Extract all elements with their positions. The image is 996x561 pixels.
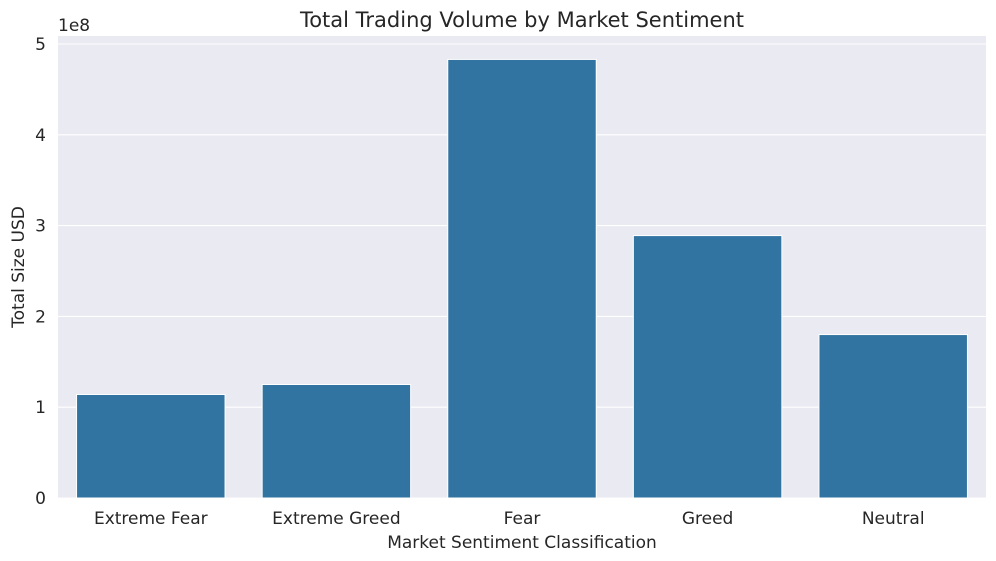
y-tick-label: 2	[35, 307, 46, 327]
y-tick-label: 1	[35, 398, 46, 418]
y-tick-labels: 0 1 2 3 4 5	[35, 35, 46, 509]
bar	[76, 393, 226, 499]
y-tick-label: 0	[35, 489, 46, 509]
x-tick-label: Fear	[504, 509, 541, 529]
x-tick-label: Extreme Greed	[272, 509, 400, 529]
bars	[76, 58, 968, 499]
x-tick-labels: Extreme Fear Extreme Greed Fear Greed Neutra…	[94, 509, 925, 529]
y-tick-label: 5	[35, 35, 46, 55]
y-tick-label: 3	[35, 217, 46, 237]
chart-title: Total Trading Volume by Market Sentiment	[299, 8, 744, 32]
x-tick-label: Neutral	[862, 509, 925, 529]
y-axis-label: Total Size USD	[9, 206, 29, 329]
x-tick-label: Greed	[682, 509, 734, 529]
bar	[818, 334, 968, 499]
bar	[261, 384, 412, 499]
y-axis-offset-label: 1e8	[58, 16, 90, 36]
bar	[447, 58, 597, 499]
y-tick-label: 4	[35, 126, 46, 146]
x-axis-label: Market Sentiment Classification	[387, 533, 657, 553]
bar	[632, 235, 783, 499]
x-tick-label: Extreme Fear	[94, 509, 208, 529]
